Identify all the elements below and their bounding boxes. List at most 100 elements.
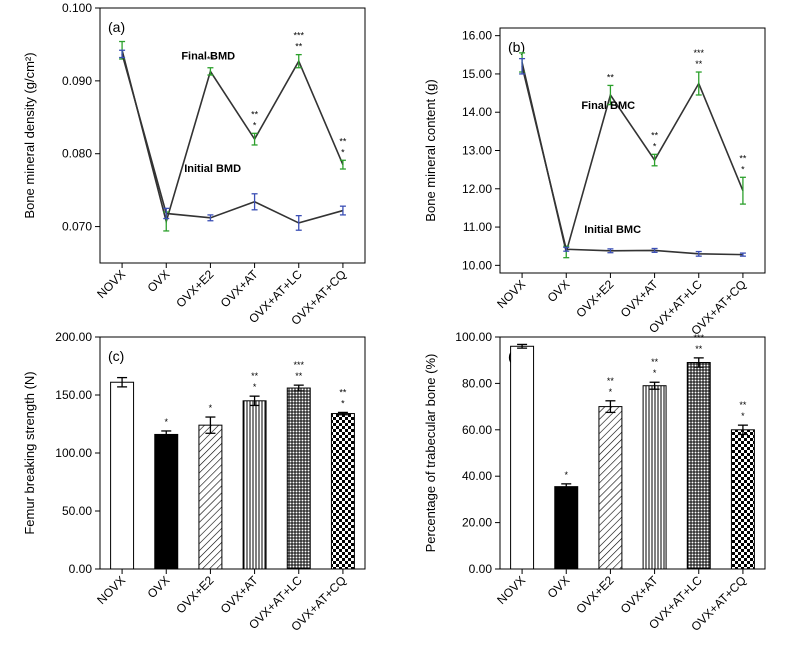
y-axis-label: Bone mineral density (g/cm²) xyxy=(22,52,37,218)
series-line xyxy=(521,66,743,256)
bar xyxy=(242,400,267,570)
bar xyxy=(286,387,311,570)
y-tick-label: 0.00 xyxy=(69,562,93,576)
bar xyxy=(730,429,755,570)
x-tick-label: NOVX xyxy=(494,573,528,607)
significance-mark: * xyxy=(564,470,568,480)
y-axis-label: Bone mineral content (g) xyxy=(423,79,438,221)
significance-mark: ** xyxy=(739,153,747,163)
bar xyxy=(642,385,667,570)
significance-mark: ** xyxy=(251,371,259,381)
series-line xyxy=(121,53,344,224)
x-tick-label: NOVX xyxy=(94,573,128,607)
y-tick-label: 0.100 xyxy=(62,1,92,15)
plot-frame xyxy=(99,336,366,570)
x-tick-label: OVX xyxy=(145,267,173,295)
y-tick-label: 0.090 xyxy=(62,74,92,88)
y-tick-label: 60.00 xyxy=(462,423,492,437)
significance-mark: ** xyxy=(695,344,703,354)
significance-mark: *** xyxy=(693,333,704,343)
x-tick-label: NOVX xyxy=(94,267,128,301)
y-tick-label: 0.00 xyxy=(469,562,493,576)
x-tick-label: OVX+E2 xyxy=(173,267,216,310)
y-tick-label: 20.00 xyxy=(462,516,492,530)
significance-mark: ** xyxy=(339,387,347,397)
y-tick-label: 15.00 xyxy=(462,67,492,81)
significance-mark: ** xyxy=(607,72,615,82)
significance-mark: ** xyxy=(339,136,347,146)
plot-frame xyxy=(99,7,366,264)
x-tick-label: OVX+E2 xyxy=(573,573,616,616)
significance-mark: * xyxy=(609,387,613,397)
significance-mark: ** xyxy=(739,400,747,410)
bar xyxy=(198,424,223,570)
significance-mark: *** xyxy=(293,31,304,41)
y-tick-label: 40.00 xyxy=(462,469,492,483)
x-tick-label: NOVX xyxy=(494,277,528,311)
y-tick-label: 13.00 xyxy=(462,144,492,158)
significance-mark: * xyxy=(253,120,257,130)
plot-frame xyxy=(499,27,766,274)
y-tick-label: 200.00 xyxy=(55,330,92,344)
y-tick-label: 150.00 xyxy=(55,388,92,402)
x-tick-label: OVX+E2 xyxy=(573,277,616,320)
y-tick-label: 10.00 xyxy=(462,258,492,272)
significance-mark: * xyxy=(341,147,345,157)
significance-mark: ** xyxy=(651,130,659,140)
significance-mark: ** xyxy=(607,376,615,386)
x-tick-label: OVX+AT xyxy=(218,573,261,616)
plot-frame xyxy=(499,336,766,570)
series-label: Final BMC xyxy=(581,100,635,112)
significance-mark: * xyxy=(164,417,168,427)
bar xyxy=(686,362,711,570)
panel-letter: (c) xyxy=(108,348,124,364)
significance-mark: ** xyxy=(295,371,303,381)
panel-letter: (a) xyxy=(108,19,125,35)
significance-mark: ** xyxy=(251,109,259,119)
bar xyxy=(510,345,535,570)
panel-c: 0.00 50.00 100.00 150.00 200.00 NOVX OVX OVX+E2… xyxy=(22,330,366,634)
y-tick-label: 0.080 xyxy=(62,147,92,161)
y-tick-label: 16.00 xyxy=(462,29,492,43)
x-tick-label: OVX xyxy=(145,573,173,601)
bar xyxy=(330,413,355,570)
significance-mark: * xyxy=(209,403,213,413)
significance-mark: *** xyxy=(693,48,704,58)
significance-mark: ** xyxy=(295,42,303,52)
bar xyxy=(154,433,179,570)
x-tick-label: OVX+AT xyxy=(218,267,261,310)
panel-b: 10.00 11.00 12.00 13.00 14.00 15.00 16.00 NOVX O… xyxy=(423,27,766,338)
significance-mark: *** xyxy=(293,360,304,370)
y-tick-label: 14.00 xyxy=(462,105,492,119)
y-axis-label: Femur breaking strength (N) xyxy=(22,371,37,534)
significance-mark: ** xyxy=(695,59,703,69)
series-label: Initial BMD xyxy=(184,163,241,175)
x-tick-label: OVX+E2 xyxy=(173,573,216,616)
bar xyxy=(110,381,135,570)
significance-mark: ** xyxy=(207,55,215,65)
x-tick-label: OVX xyxy=(545,573,573,601)
y-tick-label: 50.00 xyxy=(62,504,92,518)
y-tick-label: 100.00 xyxy=(55,446,92,460)
x-tick-label: OVX xyxy=(545,277,573,305)
y-tick-label: 100.00 xyxy=(455,330,492,344)
significance-mark: ** xyxy=(651,357,659,367)
significance-mark: * xyxy=(653,141,657,151)
panel-letter: (b) xyxy=(508,39,525,55)
series-line xyxy=(121,50,344,225)
y-tick-label: 12.00 xyxy=(462,182,492,196)
y-tick-label: 11.00 xyxy=(463,220,492,234)
significance-mark: * xyxy=(741,411,745,421)
series-label: Final BMD xyxy=(181,50,235,62)
x-tick-label: OVX+AT xyxy=(618,573,661,616)
significance-mark: * xyxy=(653,368,657,378)
significance-mark: * xyxy=(341,398,345,408)
bar xyxy=(554,486,579,570)
bar xyxy=(598,406,623,570)
series-label: Initial BMC xyxy=(584,224,641,236)
x-tick-label: OVX+AT xyxy=(618,277,661,320)
y-axis-label: Percentage of trabecular bone (%) xyxy=(423,354,438,553)
